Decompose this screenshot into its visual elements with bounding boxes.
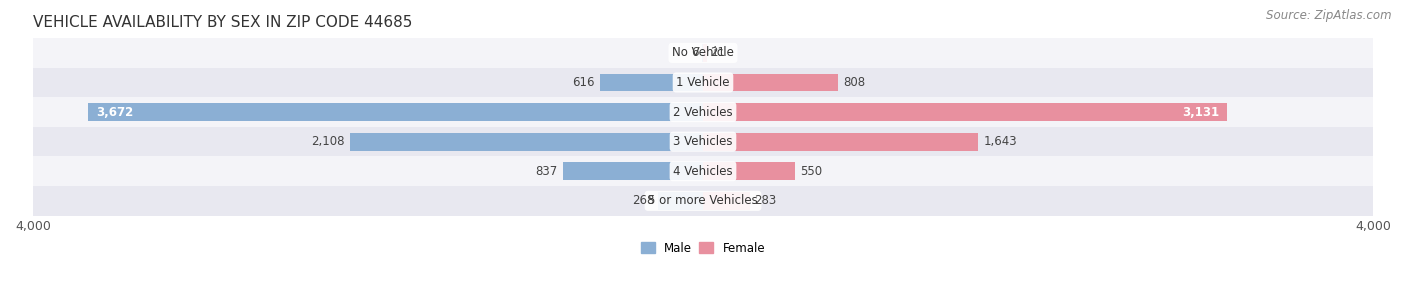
Text: 550: 550: [800, 165, 823, 178]
Bar: [658, 192, 703, 210]
Text: 21: 21: [710, 47, 725, 59]
Text: 4 Vehicles: 4 Vehicles: [673, 165, 733, 178]
Bar: [600, 74, 703, 91]
Bar: [32, 186, 1374, 216]
Text: 5 or more Vehicles: 5 or more Vehicles: [648, 194, 758, 207]
Bar: [703, 103, 1227, 121]
Text: 2,108: 2,108: [311, 135, 344, 148]
Bar: [703, 44, 707, 62]
Bar: [32, 127, 1374, 156]
Bar: [350, 133, 703, 151]
Text: 6: 6: [692, 47, 699, 59]
Bar: [32, 68, 1374, 97]
Text: VEHICLE AVAILABILITY BY SEX IN ZIP CODE 44685: VEHICLE AVAILABILITY BY SEX IN ZIP CODE …: [32, 15, 412, 30]
Legend: Male, Female: Male, Female: [636, 237, 770, 259]
Text: 837: 837: [536, 165, 558, 178]
Text: No Vehicle: No Vehicle: [672, 47, 734, 59]
Bar: [703, 192, 751, 210]
Text: 3 Vehicles: 3 Vehicles: [673, 135, 733, 148]
Bar: [32, 156, 1374, 186]
Text: 616: 616: [572, 76, 595, 89]
Bar: [89, 103, 703, 121]
Bar: [32, 97, 1374, 127]
Text: 2 Vehicles: 2 Vehicles: [673, 106, 733, 119]
Text: 1 Vehicle: 1 Vehicle: [676, 76, 730, 89]
Text: 3,131: 3,131: [1182, 106, 1219, 119]
Text: 808: 808: [844, 76, 866, 89]
Text: 1,643: 1,643: [983, 135, 1017, 148]
Text: 268: 268: [633, 194, 655, 207]
Bar: [703, 162, 796, 180]
Text: 283: 283: [754, 194, 776, 207]
Bar: [703, 133, 979, 151]
Text: 3,672: 3,672: [96, 106, 134, 119]
Bar: [562, 162, 703, 180]
Bar: [703, 74, 838, 91]
Bar: [32, 38, 1374, 68]
Text: Source: ZipAtlas.com: Source: ZipAtlas.com: [1267, 9, 1392, 22]
